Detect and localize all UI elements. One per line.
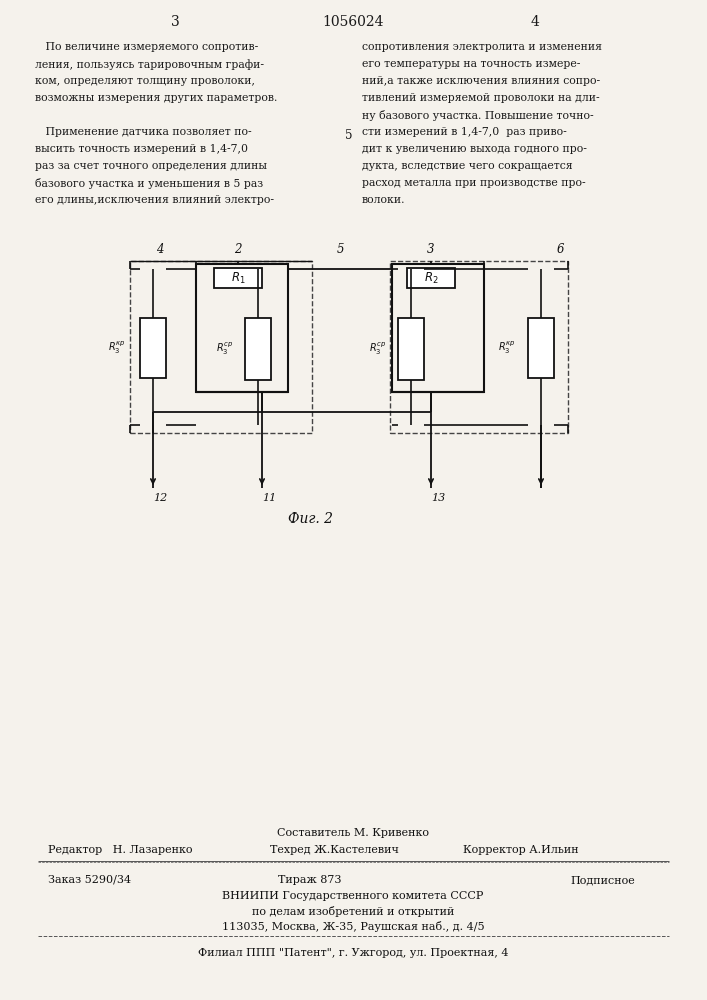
Text: Подписное: Подписное — [570, 875, 635, 885]
Text: возможны измерения других параметров.: возможны измерения других параметров. — [35, 93, 277, 103]
Bar — [398, 318, 424, 380]
Text: $R_3^{кр}$: $R_3^{кр}$ — [108, 340, 126, 356]
Bar — [407, 268, 455, 288]
Text: базового участка и уменьшения в 5 раз: базового участка и уменьшения в 5 раз — [35, 178, 263, 189]
Text: 3: 3 — [427, 243, 435, 256]
Text: Корректор А.Ильин: Корректор А.Ильин — [463, 845, 578, 855]
Text: дукта, вследствие чего сокращается: дукта, вследствие чего сокращается — [362, 161, 573, 171]
Text: раз за счет точного определения длины: раз за счет точного определения длины — [35, 161, 267, 171]
Bar — [130, 261, 312, 433]
Bar — [140, 318, 166, 378]
Text: Филиал ППП "Патент", г. Ужгород, ул. Проектная, 4: Филиал ППП "Патент", г. Ужгород, ул. Про… — [198, 948, 508, 958]
Text: 6: 6 — [556, 243, 563, 256]
Text: 5: 5 — [337, 243, 344, 256]
Text: По величине измеряемого сопротив-: По величине измеряемого сопротив- — [35, 42, 258, 52]
Text: 4: 4 — [530, 15, 539, 29]
Text: 113035, Москва, Ж-35, Раушская наб., д. 4/5: 113035, Москва, Ж-35, Раушская наб., д. … — [222, 921, 484, 932]
Bar — [214, 268, 262, 288]
Text: дит к увеличению выхода годного про-: дит к увеличению выхода годного про- — [362, 144, 587, 154]
Text: сти измерений в 1,4-7,0  раз приво-: сти измерений в 1,4-7,0 раз приво- — [362, 127, 567, 137]
Text: $R_2$: $R_2$ — [423, 270, 438, 286]
Text: Техред Ж.Кастелевич: Техред Ж.Кастелевич — [270, 845, 399, 855]
Text: $R_3^{кр}$: $R_3^{кр}$ — [498, 340, 516, 356]
Text: 2: 2 — [234, 243, 242, 256]
Text: $R_1$: $R_1$ — [230, 270, 245, 286]
Text: высить точность измерений в 1,4-7,0: высить точность измерений в 1,4-7,0 — [35, 144, 248, 154]
Text: сопротивления электролита и изменения: сопротивления электролита и изменения — [362, 42, 602, 52]
Text: волоки.: волоки. — [362, 195, 406, 205]
Text: расход металла при производстве про-: расход металла при производстве про- — [362, 178, 585, 188]
Text: 4: 4 — [156, 243, 164, 256]
Text: Фиг. 2: Фиг. 2 — [288, 512, 332, 526]
Text: 13: 13 — [431, 493, 445, 503]
Text: его длины,исключения влияний электро-: его длины,исключения влияний электро- — [35, 195, 274, 205]
Text: $R_3^{ср}$: $R_3^{ср}$ — [369, 341, 386, 357]
Text: ну базового участка. Повышение точно-: ну базового участка. Повышение точно- — [362, 110, 594, 121]
Text: 5: 5 — [345, 129, 353, 142]
Text: $R_3^{ср}$: $R_3^{ср}$ — [216, 341, 233, 357]
Text: Заказ 5290/34: Заказ 5290/34 — [48, 875, 131, 885]
Text: Составитель М. Кривенко: Составитель М. Кривенко — [277, 828, 429, 838]
Text: по делам изобретений и открытий: по делам изобретений и открытий — [252, 906, 454, 917]
Bar — [528, 318, 554, 378]
Bar — [390, 261, 568, 433]
Text: ВНИИПИ Государственного комитета СССР: ВНИИПИ Государственного комитета СССР — [222, 891, 484, 901]
Bar — [392, 264, 484, 392]
Text: его температуры на точность измере-: его температуры на точность измере- — [362, 59, 580, 69]
Text: ний,а также исключения влияния сопро-: ний,а также исключения влияния сопро- — [362, 76, 600, 86]
Text: Применение датчика позволяет по-: Применение датчика позволяет по- — [35, 127, 252, 137]
Bar — [245, 318, 271, 380]
Text: Тираж 873: Тираж 873 — [279, 875, 341, 885]
Text: Редактор   Н. Лазаренко: Редактор Н. Лазаренко — [48, 845, 192, 855]
Text: 11: 11 — [262, 493, 276, 503]
Text: 12: 12 — [153, 493, 168, 503]
Bar — [196, 264, 288, 392]
Text: ком, определяют толщину проволоки,: ком, определяют толщину проволоки, — [35, 76, 255, 86]
Text: ления, пользуясь тарировочным графи-: ления, пользуясь тарировочным графи- — [35, 59, 264, 70]
Text: 3: 3 — [170, 15, 180, 29]
Text: 1056024: 1056024 — [323, 15, 384, 29]
Text: тивлений измеряемой проволоки на дли-: тивлений измеряемой проволоки на дли- — [362, 93, 600, 103]
